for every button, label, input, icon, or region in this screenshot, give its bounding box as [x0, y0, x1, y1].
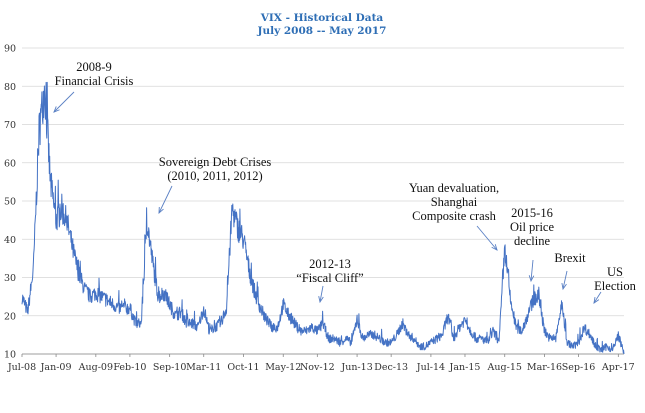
annotation-line: 2012-13 — [309, 257, 351, 271]
annotations-layer: 2008-9 Financial Crisis Sovereign Debt Cri… — [53, 60, 637, 304]
annotation-label: 2008-9 Financial Crisis — [55, 60, 134, 88]
annotation-arrowhead — [53, 106, 60, 113]
annotation-arrow — [158, 185, 173, 214]
x-tick-label: Dec-13 — [374, 362, 408, 373]
annotation-line: decline — [514, 234, 551, 248]
annotation-arrowhead — [561, 283, 567, 291]
annotation-label: Brexit — [554, 251, 586, 265]
x-tick-label: May-12 — [265, 362, 301, 373]
x-tick-label: Oct-11 — [227, 362, 259, 373]
annotation-arrow — [319, 285, 324, 303]
x-tick-label: Sep-16 — [562, 362, 596, 373]
annotation-line: 2015-16 — [511, 206, 553, 220]
annotation-arrowhead — [528, 275, 535, 283]
x-tick-label: Mar-16 — [527, 362, 562, 373]
annotation-line: Brexit — [554, 251, 586, 265]
annotation-label: 2012-13 “Fiscal Cliff” — [296, 257, 363, 285]
annotation-line: Financial Crisis — [55, 74, 134, 88]
y-tick-label: 80 — [4, 82, 16, 93]
annotation-arrow — [530, 259, 534, 282]
x-tick-label: Feb-10 — [113, 362, 146, 373]
annotation-line: Shanghai — [431, 195, 478, 209]
y-tick-label: 70 — [4, 120, 16, 131]
annotation-line: Election — [594, 279, 636, 293]
x-tick-label: Jan-15 — [449, 362, 481, 373]
annotation-label: Yuan devaluation, Shanghai Composite crash — [409, 181, 499, 223]
annotation-line: Yuan devaluation, — [409, 181, 499, 195]
annotation-arrow — [593, 291, 602, 304]
x-tick-label: Mar-11 — [186, 362, 221, 373]
y-tick-label: 50 — [4, 197, 16, 208]
annotation-arrowhead — [593, 297, 600, 304]
gridlines — [22, 47, 624, 355]
x-tick-label: Nov-12 — [300, 362, 335, 373]
annotation-arrowhead — [491, 244, 498, 251]
annotation-line: 2008-9 — [76, 60, 111, 74]
annotation-line: Sovereign Debt Crises — [159, 155, 272, 169]
annotation-line: (2010, 2011, 2012) — [167, 169, 262, 183]
y-tick-label: 10 — [4, 350, 16, 361]
chart-subtitle: July 2008 -- May 2017 — [256, 25, 386, 37]
x-tick-label: Jun-13 — [340, 362, 372, 373]
series-layer — [21, 81, 625, 355]
annotation-arrowhead — [158, 206, 164, 215]
x-axis-ticks: Jul-08 Jan-09 Aug-09 Feb-10 Sep-10 Mar-11 Oct-… — [7, 354, 635, 373]
x-tick-label: Aug-15 — [487, 362, 522, 373]
x-tick-label: Aug-09 — [78, 362, 113, 373]
chart-title: VIX - Historical Data — [260, 12, 384, 24]
annotation-label: Sovereign Debt Crises (2010, 2011, 2012) — [159, 155, 272, 183]
annotation-line: Composite crash — [412, 209, 496, 223]
annotation-line: “Fiscal Cliff” — [296, 271, 363, 285]
annotation-line: Oil price — [510, 220, 555, 234]
vix-series-line — [21, 81, 625, 355]
annotation-arrowhead — [318, 296, 324, 304]
y-axis-ticks: 10 20 30 40 50 60 70 80 90 — [4, 44, 16, 361]
annotation-arrow — [562, 270, 568, 290]
x-tick-label: Sep-10 — [153, 362, 187, 373]
y-tick-label: 90 — [4, 44, 16, 55]
x-tick-label: Jul-14 — [416, 362, 445, 373]
y-tick-label: 40 — [4, 235, 16, 246]
annotation-label: US Election — [594, 265, 636, 293]
y-tick-label: 20 — [4, 311, 16, 322]
annotation-line: US — [607, 265, 623, 279]
y-tick-label: 30 — [4, 273, 16, 284]
annotation-label: 2015-16 Oil price decline — [510, 206, 555, 248]
annotation-arrow — [53, 91, 75, 113]
x-tick-label: Apr-17 — [601, 362, 635, 373]
y-tick-label: 60 — [4, 158, 16, 169]
annotation-arrow — [476, 225, 498, 251]
x-tick-label: Jan-09 — [40, 362, 72, 373]
x-tick-label: Jul-08 — [7, 362, 36, 373]
